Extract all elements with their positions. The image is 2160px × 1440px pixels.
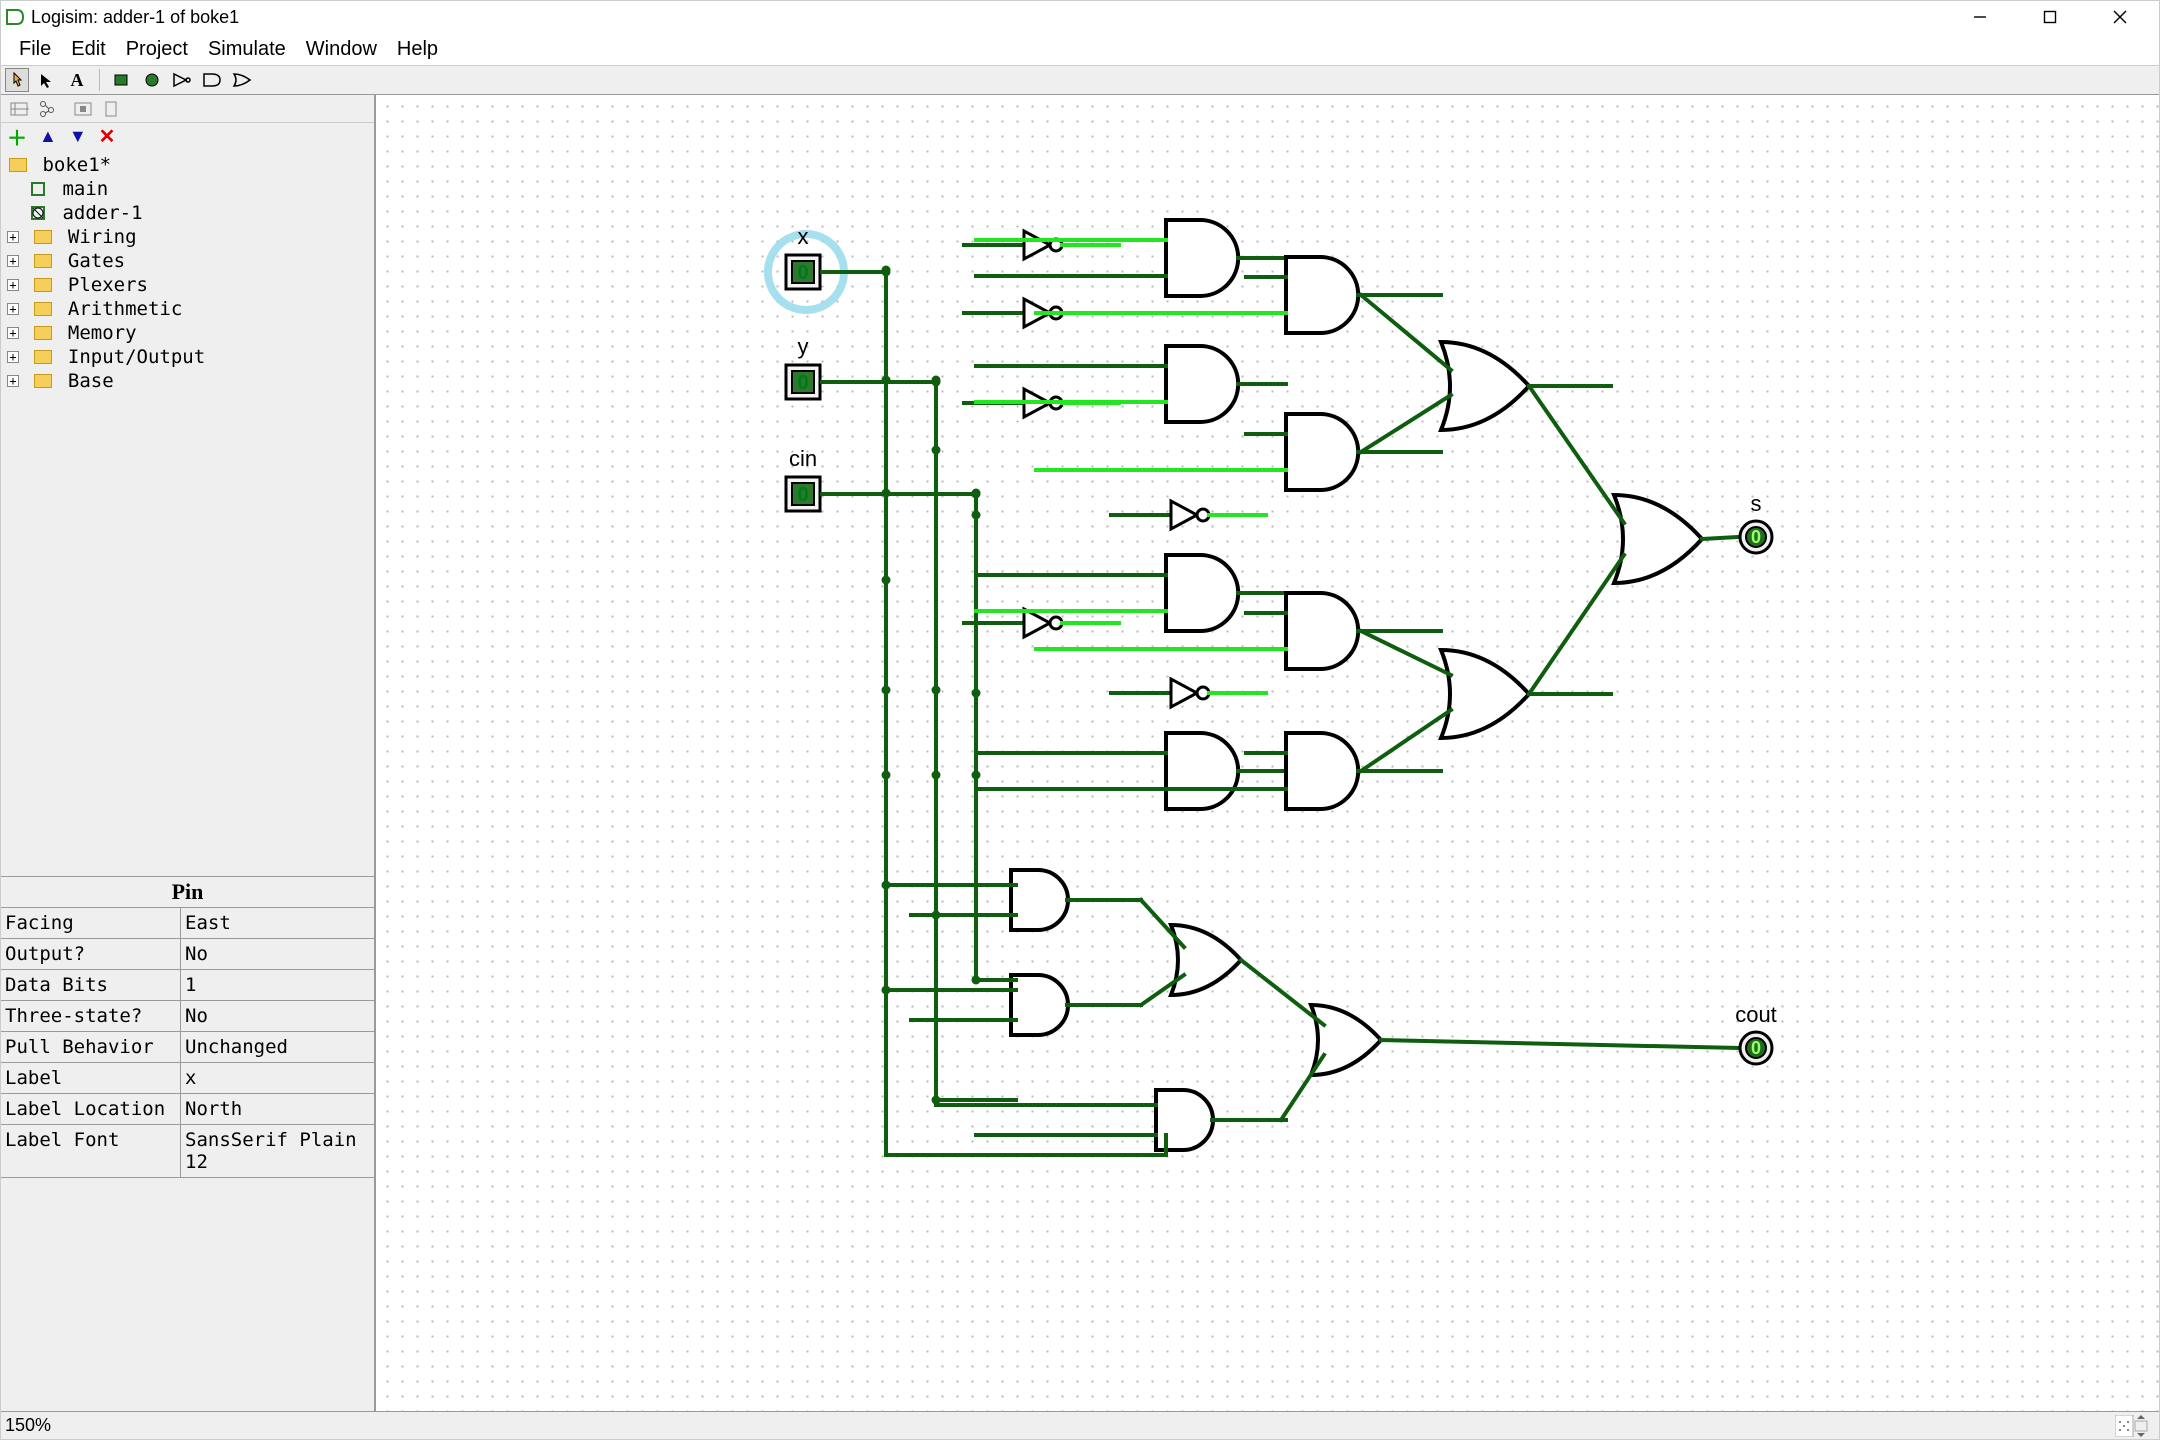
sidebar: ＋ ▲ ▼ ✕ boke1* main adder-1 + Wiring+ Ga…: [1, 95, 376, 1411]
svg-text:0: 0: [797, 484, 808, 506]
menubar: File Edit Project Simulate Window Help: [1, 33, 2159, 65]
tree-lib[interactable]: + Wiring: [3, 225, 372, 249]
svg-text:s: s: [1751, 491, 1762, 516]
tool-and-gate[interactable]: [200, 68, 224, 92]
sidebar-tree-icon[interactable]: [33, 97, 61, 121]
tree-lib[interactable]: + Memory: [3, 321, 372, 345]
tool-or-gate[interactable]: [230, 68, 254, 92]
sidebar-ops: ＋ ▲ ▼ ✕: [1, 123, 374, 149]
sidebar-design-icon[interactable]: [5, 97, 33, 121]
tree-project: boke1*: [3, 153, 372, 177]
menu-window[interactable]: Window: [296, 34, 387, 65]
property-row[interactable]: Data Bits1: [1, 970, 374, 1001]
tree-lib[interactable]: + Plexers: [3, 273, 372, 297]
svg-text:0: 0: [797, 372, 808, 394]
tool-not-gate[interactable]: [170, 68, 194, 92]
menu-edit[interactable]: Edit: [61, 34, 115, 65]
zoom-label: 150%: [5, 1415, 51, 1436]
property-row[interactable]: Pull BehaviorUnchanged: [1, 1032, 374, 1063]
svg-text:cin: cin: [789, 446, 817, 471]
tree-lib[interactable]: + Base: [3, 369, 372, 393]
svg-text:0: 0: [1751, 1038, 1761, 1058]
property-row[interactable]: Label LocationNorth: [1, 1094, 374, 1125]
property-row[interactable]: Label FontSansSerif Plain 12: [1, 1125, 374, 1178]
property-row[interactable]: Output?No: [1, 939, 374, 970]
close-button[interactable]: [2085, 1, 2155, 33]
main-area: ＋ ▲ ▼ ✕ boke1* main adder-1 + Wiring+ Ga…: [1, 95, 2159, 1411]
minimize-button[interactable]: [1945, 1, 2015, 33]
app-icon: [5, 7, 25, 27]
svg-text:y: y: [798, 334, 809, 359]
properties-title: Pin: [1, 877, 374, 908]
property-row[interactable]: Labelx: [1, 1063, 374, 1094]
move-down-icon[interactable]: ▼: [69, 126, 87, 147]
properties-panel: Pin FacingEastOutput?NoData Bits1Three-s…: [1, 876, 374, 1178]
svg-text:cout: cout: [1735, 1002, 1777, 1027]
status-bar: 150%: [1, 1411, 2159, 1439]
tree-circuit-adder: adder-1: [3, 201, 372, 225]
move-up-icon[interactable]: ▲: [39, 126, 57, 147]
zoom-spinner[interactable]: [2115, 1415, 2155, 1437]
app-window: Logisim: adder-1 of boke1 File Edit Proj…: [0, 0, 2160, 1440]
tree-circuit-main: main: [3, 177, 372, 201]
tool-input-pin[interactable]: [110, 68, 134, 92]
tool-poke[interactable]: [5, 68, 29, 92]
tool-output-pin[interactable]: [140, 68, 164, 92]
tool-text[interactable]: A: [65, 68, 89, 92]
maximize-button[interactable]: [2015, 1, 2085, 33]
tool-select[interactable]: [35, 68, 59, 92]
sidebar-toolbar: [1, 95, 374, 123]
menu-help[interactable]: Help: [387, 34, 448, 65]
menu-file[interactable]: File: [9, 34, 61, 65]
tree-lib[interactable]: + Input/Output: [3, 345, 372, 369]
add-circuit-icon[interactable]: ＋: [7, 122, 27, 151]
toolbar-main: A: [1, 65, 2159, 95]
delete-icon[interactable]: ✕: [99, 124, 116, 149]
sidebar-state-icon[interactable]: [97, 97, 125, 121]
project-tree[interactable]: boke1* main adder-1 + Wiring+ Gates+ Ple…: [1, 149, 374, 759]
sidebar-sim-icon[interactable]: [69, 97, 97, 121]
window-controls: [1945, 1, 2155, 33]
property-row[interactable]: Three-state?No: [1, 1001, 374, 1032]
window-title: Logisim: adder-1 of boke1: [31, 7, 1945, 28]
titlebar: Logisim: adder-1 of boke1: [1, 1, 2159, 33]
tree-lib[interactable]: + Arithmetic: [3, 297, 372, 321]
svg-text:0: 0: [797, 262, 808, 284]
circuit-diagram[interactable]: 0 x 0 y 0 cin 0 s 0 cout: [376, 95, 2159, 1411]
menu-project[interactable]: Project: [116, 34, 198, 65]
tree-lib[interactable]: + Gates: [3, 249, 372, 273]
canvas[interactable]: 0 x 0 y 0 cin 0 s 0 cout: [376, 95, 2159, 1411]
toolbar-sep: [99, 69, 100, 91]
svg-text:x: x: [798, 224, 809, 249]
property-row[interactable]: FacingEast: [1, 908, 374, 939]
menu-simulate[interactable]: Simulate: [198, 34, 296, 65]
svg-text:0: 0: [1751, 527, 1761, 547]
